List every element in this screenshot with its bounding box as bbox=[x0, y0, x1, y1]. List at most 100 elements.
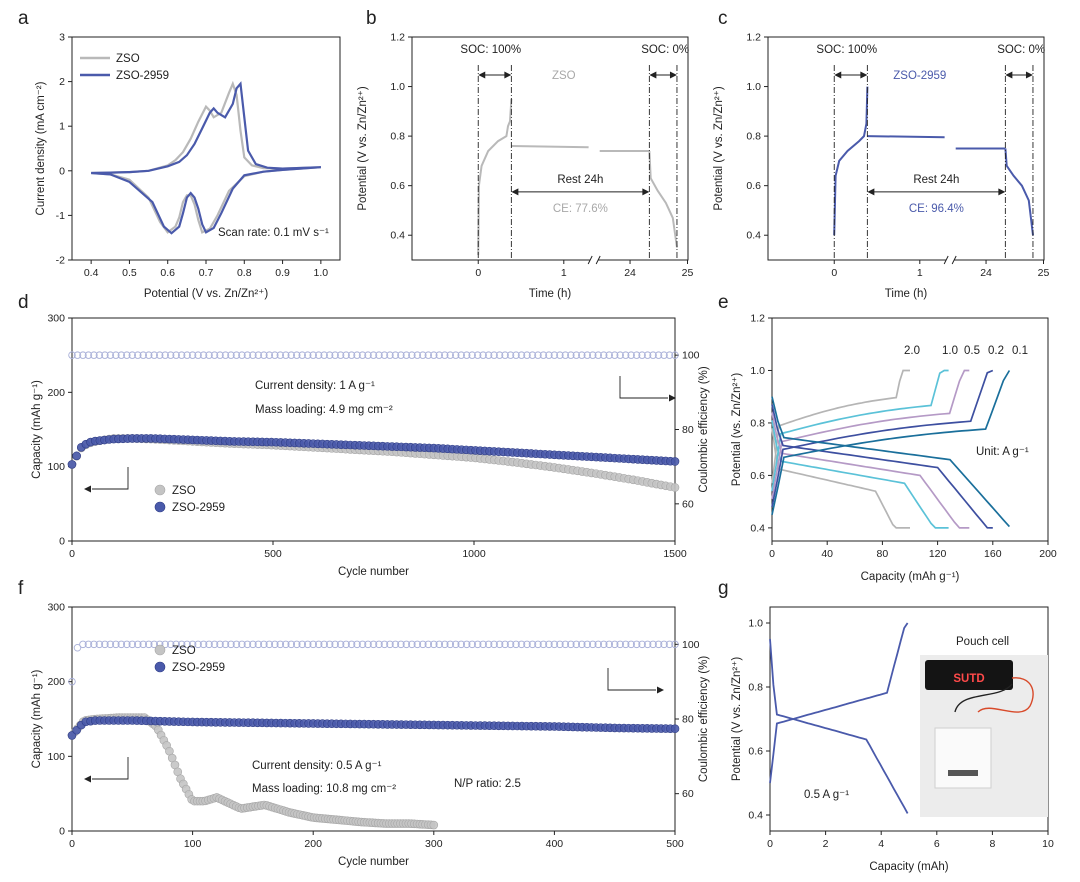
panel-f-efficiency-point bbox=[419, 640, 427, 649]
panel-f-efficiency-point bbox=[506, 640, 515, 649]
panel-f-xtick-label: 0 bbox=[69, 838, 75, 850]
panel-f-ytick-label: 300 bbox=[47, 602, 65, 614]
panel-b-xtick-label: 0 bbox=[475, 267, 481, 279]
panel-letter-d: d bbox=[18, 292, 29, 313]
panel-e-ylabel: Potential (vs. Zn/Zn²⁺) bbox=[731, 373, 743, 487]
panel-d-efficiency-point bbox=[517, 351, 526, 359]
panel-d-efficiency-point bbox=[638, 351, 646, 359]
panel-b-soc-full-label: SOC: 100% bbox=[460, 44, 521, 56]
panel-f-efficiency-point bbox=[325, 640, 334, 649]
panel-b-axis-break bbox=[587, 255, 593, 265]
panel-d-efficiency-point bbox=[523, 351, 531, 359]
panel-f-efficiency-point bbox=[528, 640, 537, 649]
panel-d-efficiency-point bbox=[451, 351, 460, 359]
panel-d-efficiency-point bbox=[232, 351, 241, 359]
panel-f-efficiency-point bbox=[84, 640, 93, 649]
panel-d-efficiency-point bbox=[462, 351, 471, 359]
panel-d-y2tick-label: 80 bbox=[682, 424, 694, 436]
panel-b-rest-arrow-head bbox=[511, 188, 519, 196]
panel-f-efficiency-point bbox=[150, 640, 158, 649]
panel-f-legend-marker bbox=[154, 644, 166, 656]
panel-a-ytick-label: -1 bbox=[56, 210, 65, 222]
panel-d-efficiency-point bbox=[90, 351, 98, 359]
panel-a-xtick-label: 0.8 bbox=[237, 267, 252, 279]
panel-d-efficiency-point bbox=[342, 351, 350, 359]
panel-f-xtick-label: 300 bbox=[425, 838, 443, 850]
panel-f-efficiency-point bbox=[550, 640, 559, 649]
panel-d-y2tick-label: 100 bbox=[682, 350, 700, 362]
panel-d-efficiency-point bbox=[298, 351, 306, 359]
panel-letter-b: b bbox=[366, 8, 377, 29]
panel-d-efficiency-point bbox=[468, 351, 476, 359]
panel-f-efficiency-point bbox=[567, 640, 575, 649]
panel-d-efficiency-point bbox=[479, 351, 487, 359]
panel-f-efficiency-point bbox=[172, 640, 180, 649]
panel-d-efficiency-point bbox=[534, 351, 542, 359]
panel-d-legend-label: ZSO bbox=[172, 485, 196, 497]
panel-f-xtick-label: 100 bbox=[184, 838, 202, 850]
panel-f-efficiency-point bbox=[128, 640, 137, 649]
panel-b-xtick-label: 25 bbox=[682, 267, 694, 279]
panel-d-efficiency-point bbox=[567, 351, 575, 359]
panel-g-ytick-label: 0.8 bbox=[748, 682, 763, 694]
panel-f-xlabel: Cycle number bbox=[338, 856, 409, 868]
panel-f-efficiency-point bbox=[457, 640, 465, 649]
panel-g-xtick-label: 8 bbox=[989, 838, 995, 850]
panel-letter-a: a bbox=[18, 8, 29, 29]
panel-f-efficiency-point bbox=[501, 640, 509, 649]
panel-d-efficiency-point bbox=[320, 351, 328, 359]
panel-c-soc-empty-label: SOC: 0% bbox=[997, 44, 1045, 56]
panel-d-efficiency-point bbox=[561, 351, 570, 359]
panel-letter-f: f bbox=[18, 578, 24, 599]
panel-f-efficiency-point bbox=[627, 640, 635, 649]
panel-d-efficiency-point bbox=[260, 351, 268, 359]
panel-f-efficiency-point bbox=[314, 640, 323, 649]
panel-f-xtick-label: 500 bbox=[666, 838, 684, 850]
panel-d-efficiency-point bbox=[68, 351, 76, 359]
panel-b-curve-rest bbox=[511, 145, 589, 149]
panel-d-efficiency-point bbox=[446, 351, 454, 359]
panel-c-axis-break bbox=[951, 255, 957, 265]
panel-g-pouch-label bbox=[948, 770, 978, 776]
panel-f-left-axis-arrow bbox=[92, 757, 129, 780]
panel-d-y2label: Coulombic efficiency (%) bbox=[698, 366, 710, 493]
panel-f-efficiency-point bbox=[342, 640, 350, 649]
panel-d-efficiency-point bbox=[188, 351, 197, 359]
panel-f-efficiency-point bbox=[649, 640, 657, 649]
panel-d-efficiency-point bbox=[117, 351, 126, 359]
panel-c-ytick-label: 0.8 bbox=[746, 131, 761, 143]
panel-f-efficiency-point bbox=[232, 640, 241, 649]
panel-d-efficiency-point bbox=[199, 351, 208, 359]
panel-f-efficiency-point bbox=[534, 640, 542, 649]
panel-f-efficiency-point bbox=[68, 677, 76, 686]
panel-f-y2tick-label: 100 bbox=[682, 639, 700, 651]
panel-a-ytick-label: 1 bbox=[59, 121, 65, 133]
panel-g-led-badge bbox=[925, 660, 1013, 690]
panel-d-efficiency-point bbox=[106, 351, 115, 359]
panel-d-efficiency-point bbox=[621, 351, 630, 359]
panel-g-xtick-label: 0 bbox=[767, 838, 773, 850]
panel-d-cycling-chart: 0 500 1000 1500 0 100 200 300 60 80 100 ZSO ZSO-2959… bbox=[31, 313, 710, 579]
panel-e-ytick-label: 0.4 bbox=[750, 522, 765, 534]
panel-c-soc-full-label: SOC: 100% bbox=[816, 44, 877, 56]
panel-f-efficiency-point bbox=[358, 640, 367, 649]
panel-d-efficiency-point bbox=[331, 351, 339, 359]
panel-d-efficiency-point bbox=[309, 351, 317, 359]
panel-d-efficiency-point bbox=[128, 351, 137, 359]
panel-b-ylabel: Potential (V vs. Zn/Zn²⁺) bbox=[357, 86, 369, 210]
panel-f-efficiency-point bbox=[166, 640, 175, 649]
panel-b-rest-label: Rest 24h bbox=[557, 174, 603, 186]
panel-d-legend-marker bbox=[154, 484, 166, 496]
panel-e-rate-curves: 0 40 80 120 160 200 0.4 0.6 0.8 1.0 1.2 2.0 1.0 0.5 0.… bbox=[731, 313, 1057, 584]
panel-f-efficiency-point bbox=[364, 640, 372, 649]
panel-d-efficiency-point bbox=[172, 351, 180, 359]
panel-c-rest-arrow-head bbox=[867, 188, 875, 196]
panel-a-legend-label: ZSO bbox=[116, 53, 140, 65]
panel-e-xtick-label: 0 bbox=[769, 548, 775, 560]
panel-f-efficiency-point bbox=[227, 640, 235, 649]
panel-f-efficiency-point bbox=[216, 640, 224, 649]
panel-f-efficiency-point bbox=[441, 640, 449, 649]
panel-c-ytick-label: 0.4 bbox=[746, 230, 761, 242]
panel-g-xtick-label: 6 bbox=[934, 838, 940, 850]
panel-f-efficiency-point bbox=[380, 640, 389, 649]
